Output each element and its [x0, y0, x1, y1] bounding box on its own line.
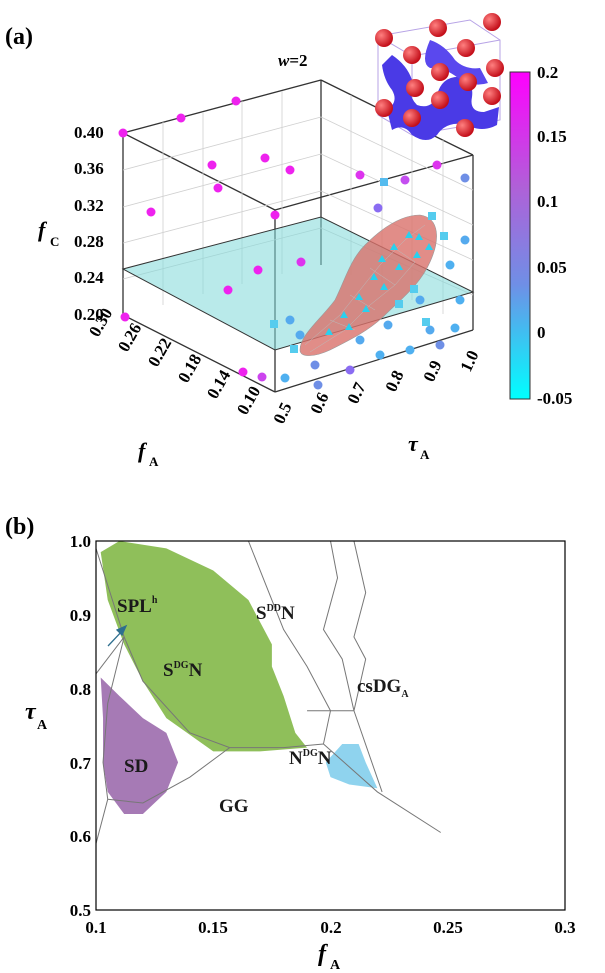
panel-b: (b) SPLh SDGN SDDN csDGA NDGN SD GG [5, 514, 576, 973]
svg-text:0.9: 0.9 [419, 357, 445, 384]
phase-fill-purple [100, 677, 179, 815]
svg-text:0.26: 0.26 [114, 320, 145, 355]
phase-boundary-8 [95, 636, 125, 844]
fc-axis-label: f C [38, 217, 59, 249]
svg-text:0.32: 0.32 [74, 196, 104, 215]
svg-text:0.7: 0.7 [70, 754, 92, 773]
svg-text:0.1: 0.1 [85, 918, 106, 937]
region-labels: SPLh SDGN SDDN csDGA NDGN SD GG [117, 595, 409, 817]
svg-text:0.24: 0.24 [74, 268, 104, 287]
svg-text:τ: τ [25, 699, 37, 725]
svg-text:0.6: 0.6 [70, 827, 91, 846]
svg-text:f: f [138, 438, 148, 463]
phase-fill-green [100, 541, 308, 752]
tau-axis-label: τ A [408, 431, 430, 462]
svg-text:0.1: 0.1 [537, 192, 558, 211]
svg-text:0.22: 0.22 [144, 335, 175, 370]
svg-text:0.28: 0.28 [74, 232, 104, 251]
svg-text:A: A [420, 447, 430, 462]
svg-text:0.14: 0.14 [203, 366, 235, 402]
phase-boundary-9 [107, 747, 230, 804]
colorbar-ticks: 0.2 0.15 0.1 0.05 0 -0.05 [537, 63, 572, 408]
phase-fill-cyan [325, 743, 378, 789]
phase-boundary-2 [123, 636, 324, 749]
box-3d [122, 79, 474, 393]
svg-text:0.3: 0.3 [554, 918, 575, 937]
svg-text:0.9: 0.9 [70, 606, 91, 625]
svg-text:0.25: 0.25 [433, 918, 463, 937]
phase-surface [299, 214, 437, 356]
region-label-sddn: SDDN [256, 603, 295, 624]
y-axis-label: τ A [25, 699, 48, 733]
svg-text:0.05: 0.05 [537, 258, 567, 277]
phase-boundary-4 [323, 743, 441, 833]
colorbar [509, 71, 531, 400]
svg-text:C: C [50, 234, 59, 249]
svg-text:0.15: 0.15 [537, 127, 567, 146]
region-label-sdgn: SDGN [163, 660, 203, 681]
w-label: w=2 [278, 51, 308, 70]
scatter-points [118, 96, 470, 390]
svg-text:f: f [318, 941, 328, 967]
svg-text:0.2: 0.2 [537, 63, 558, 82]
phase-boundary-7 [322, 540, 355, 711]
region-label-csdga: csDGA [357, 676, 409, 700]
svg-text:0.8: 0.8 [381, 367, 407, 394]
svg-text:0.10: 0.10 [233, 383, 264, 418]
plot-frame [95, 540, 566, 911]
region-label-gg: GG [219, 796, 249, 817]
region-label-splh: SPLh [117, 595, 158, 617]
svg-text:0.5: 0.5 [70, 901, 91, 920]
panel-a: (a) [5, 13, 572, 469]
svg-text:0.7: 0.7 [343, 379, 369, 407]
svg-text:0.2: 0.2 [320, 918, 341, 937]
region-label-sd: SD [124, 756, 148, 777]
svg-text:τ: τ [408, 431, 419, 456]
fa-axis-label: f A [138, 438, 159, 469]
svg-text:0.40: 0.40 [74, 123, 104, 142]
phase-boundary-6 [353, 540, 367, 711]
svg-text:0.15: 0.15 [198, 918, 228, 937]
svg-text:0.8: 0.8 [70, 680, 91, 699]
svg-text:1.0: 1.0 [456, 347, 482, 374]
svg-text:1.0: 1.0 [70, 532, 91, 551]
svg-text:0.20: 0.20 [74, 305, 104, 324]
svg-text:0.6: 0.6 [306, 389, 332, 416]
svg-text:0.36: 0.36 [74, 159, 104, 178]
svg-text:f: f [38, 217, 48, 242]
svg-text:-0.05: -0.05 [537, 389, 572, 408]
panel-b-label: (b) [5, 514, 34, 540]
svg-text:0.5: 0.5 [269, 399, 295, 426]
x-axis-label: f A [318, 941, 341, 973]
svg-text:0.18: 0.18 [174, 351, 205, 386]
inset-structure-image [375, 13, 504, 140]
svg-text:A: A [149, 454, 159, 469]
phase-boundary-3 [247, 540, 332, 745]
panel-a-label: (a) [5, 24, 33, 50]
tau-tick-labels: 0.5 0.6 0.7 0.8 0.9 1.0 [269, 347, 482, 426]
pointer-arrow [107, 624, 128, 647]
svg-text:0: 0 [537, 323, 546, 342]
fc-tick-labels: 0.40 0.36 0.32 0.28 0.24 0.20 [74, 123, 104, 324]
x-tick-labels: 0.1 0.15 0.2 0.25 0.3 [85, 918, 575, 937]
svg-text:A: A [37, 718, 48, 733]
svg-text:A: A [330, 958, 341, 973]
y-tick-labels: 1.0 0.9 0.8 0.7 0.6 0.5 [70, 532, 92, 920]
region-label-ndgn: NDGN [289, 748, 332, 769]
phase-diagram [95, 540, 441, 844]
